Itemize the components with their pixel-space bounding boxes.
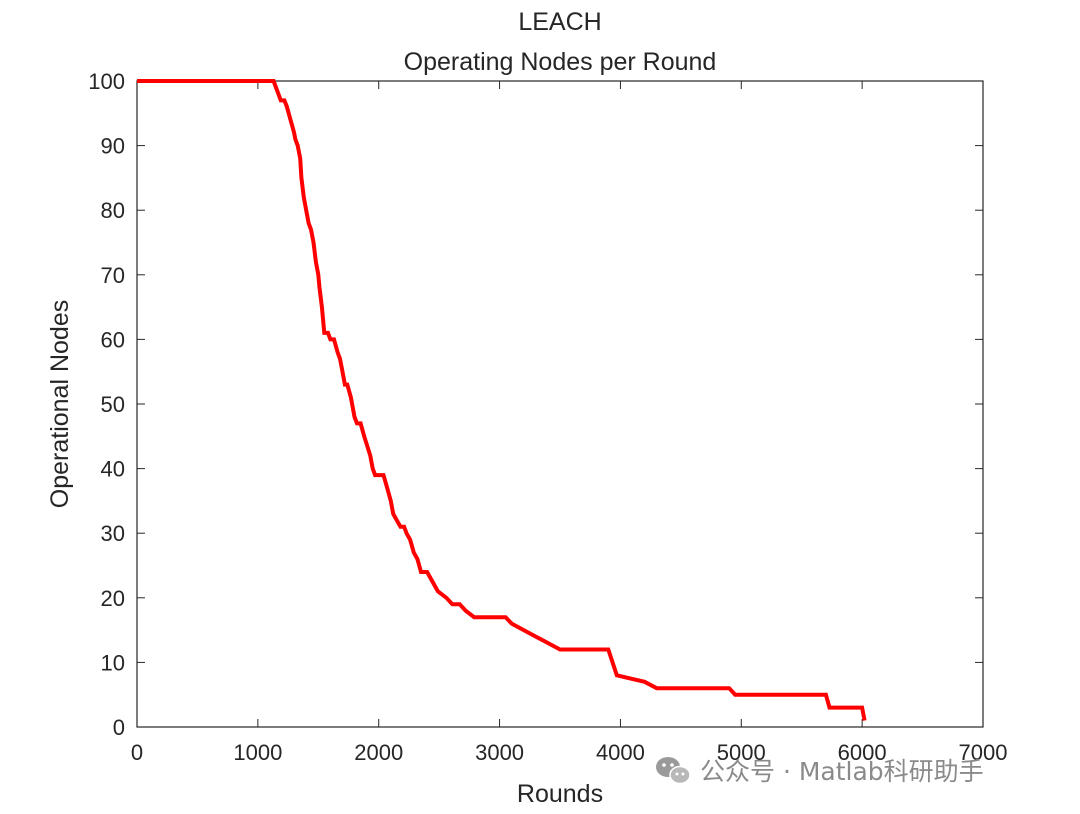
y-axis-label: Operational Nodes [46, 300, 74, 508]
y-tick-label: 70 [101, 263, 125, 288]
y-tick-label: 100 [88, 69, 125, 94]
x-tick-label: 4000 [596, 740, 645, 765]
y-tick-label: 40 [101, 457, 125, 482]
chart-subtitle: Operating Nodes per Round [404, 48, 717, 76]
chart-title: LEACH [518, 8, 601, 36]
x-tick-label: 0 [131, 740, 143, 765]
y-tick-label: 10 [101, 650, 125, 675]
x-tick-label: 2000 [354, 740, 403, 765]
y-tick-label: 60 [101, 327, 125, 352]
watermark-text: 公众号 · Matlab科研助手 [700, 757, 984, 786]
x-tick-label: 5000 [717, 740, 766, 765]
plot-area-frame [136, 80, 984, 728]
x-tick-label: 6000 [838, 740, 887, 765]
series-line [137, 79, 867, 721]
x-axis-ticks: 0 1000 2000 3000 4000 5000 6000 7000 [131, 81, 1008, 765]
x-tick-label: 3000 [475, 740, 524, 765]
watermark: 公众号 · Matlab科研助手 [656, 757, 984, 786]
series-layer [137, 79, 867, 721]
x-axis-label: Rounds [517, 780, 603, 808]
y-tick-label: 50 [101, 392, 125, 417]
x-tick-label: 1000 [233, 740, 282, 765]
y-tick-label: 0 [113, 715, 125, 740]
y-tick-label: 20 [101, 586, 125, 611]
y-tick-label: 80 [101, 198, 125, 223]
y-tick-label: 90 [101, 134, 125, 159]
y-axis-ticks: 0 10 20 30 40 50 60 70 80 90 100 [88, 69, 983, 740]
wechat-icon [656, 757, 691, 785]
y-tick-label: 30 [101, 521, 125, 546]
x-tick-label: 7000 [959, 740, 1008, 765]
